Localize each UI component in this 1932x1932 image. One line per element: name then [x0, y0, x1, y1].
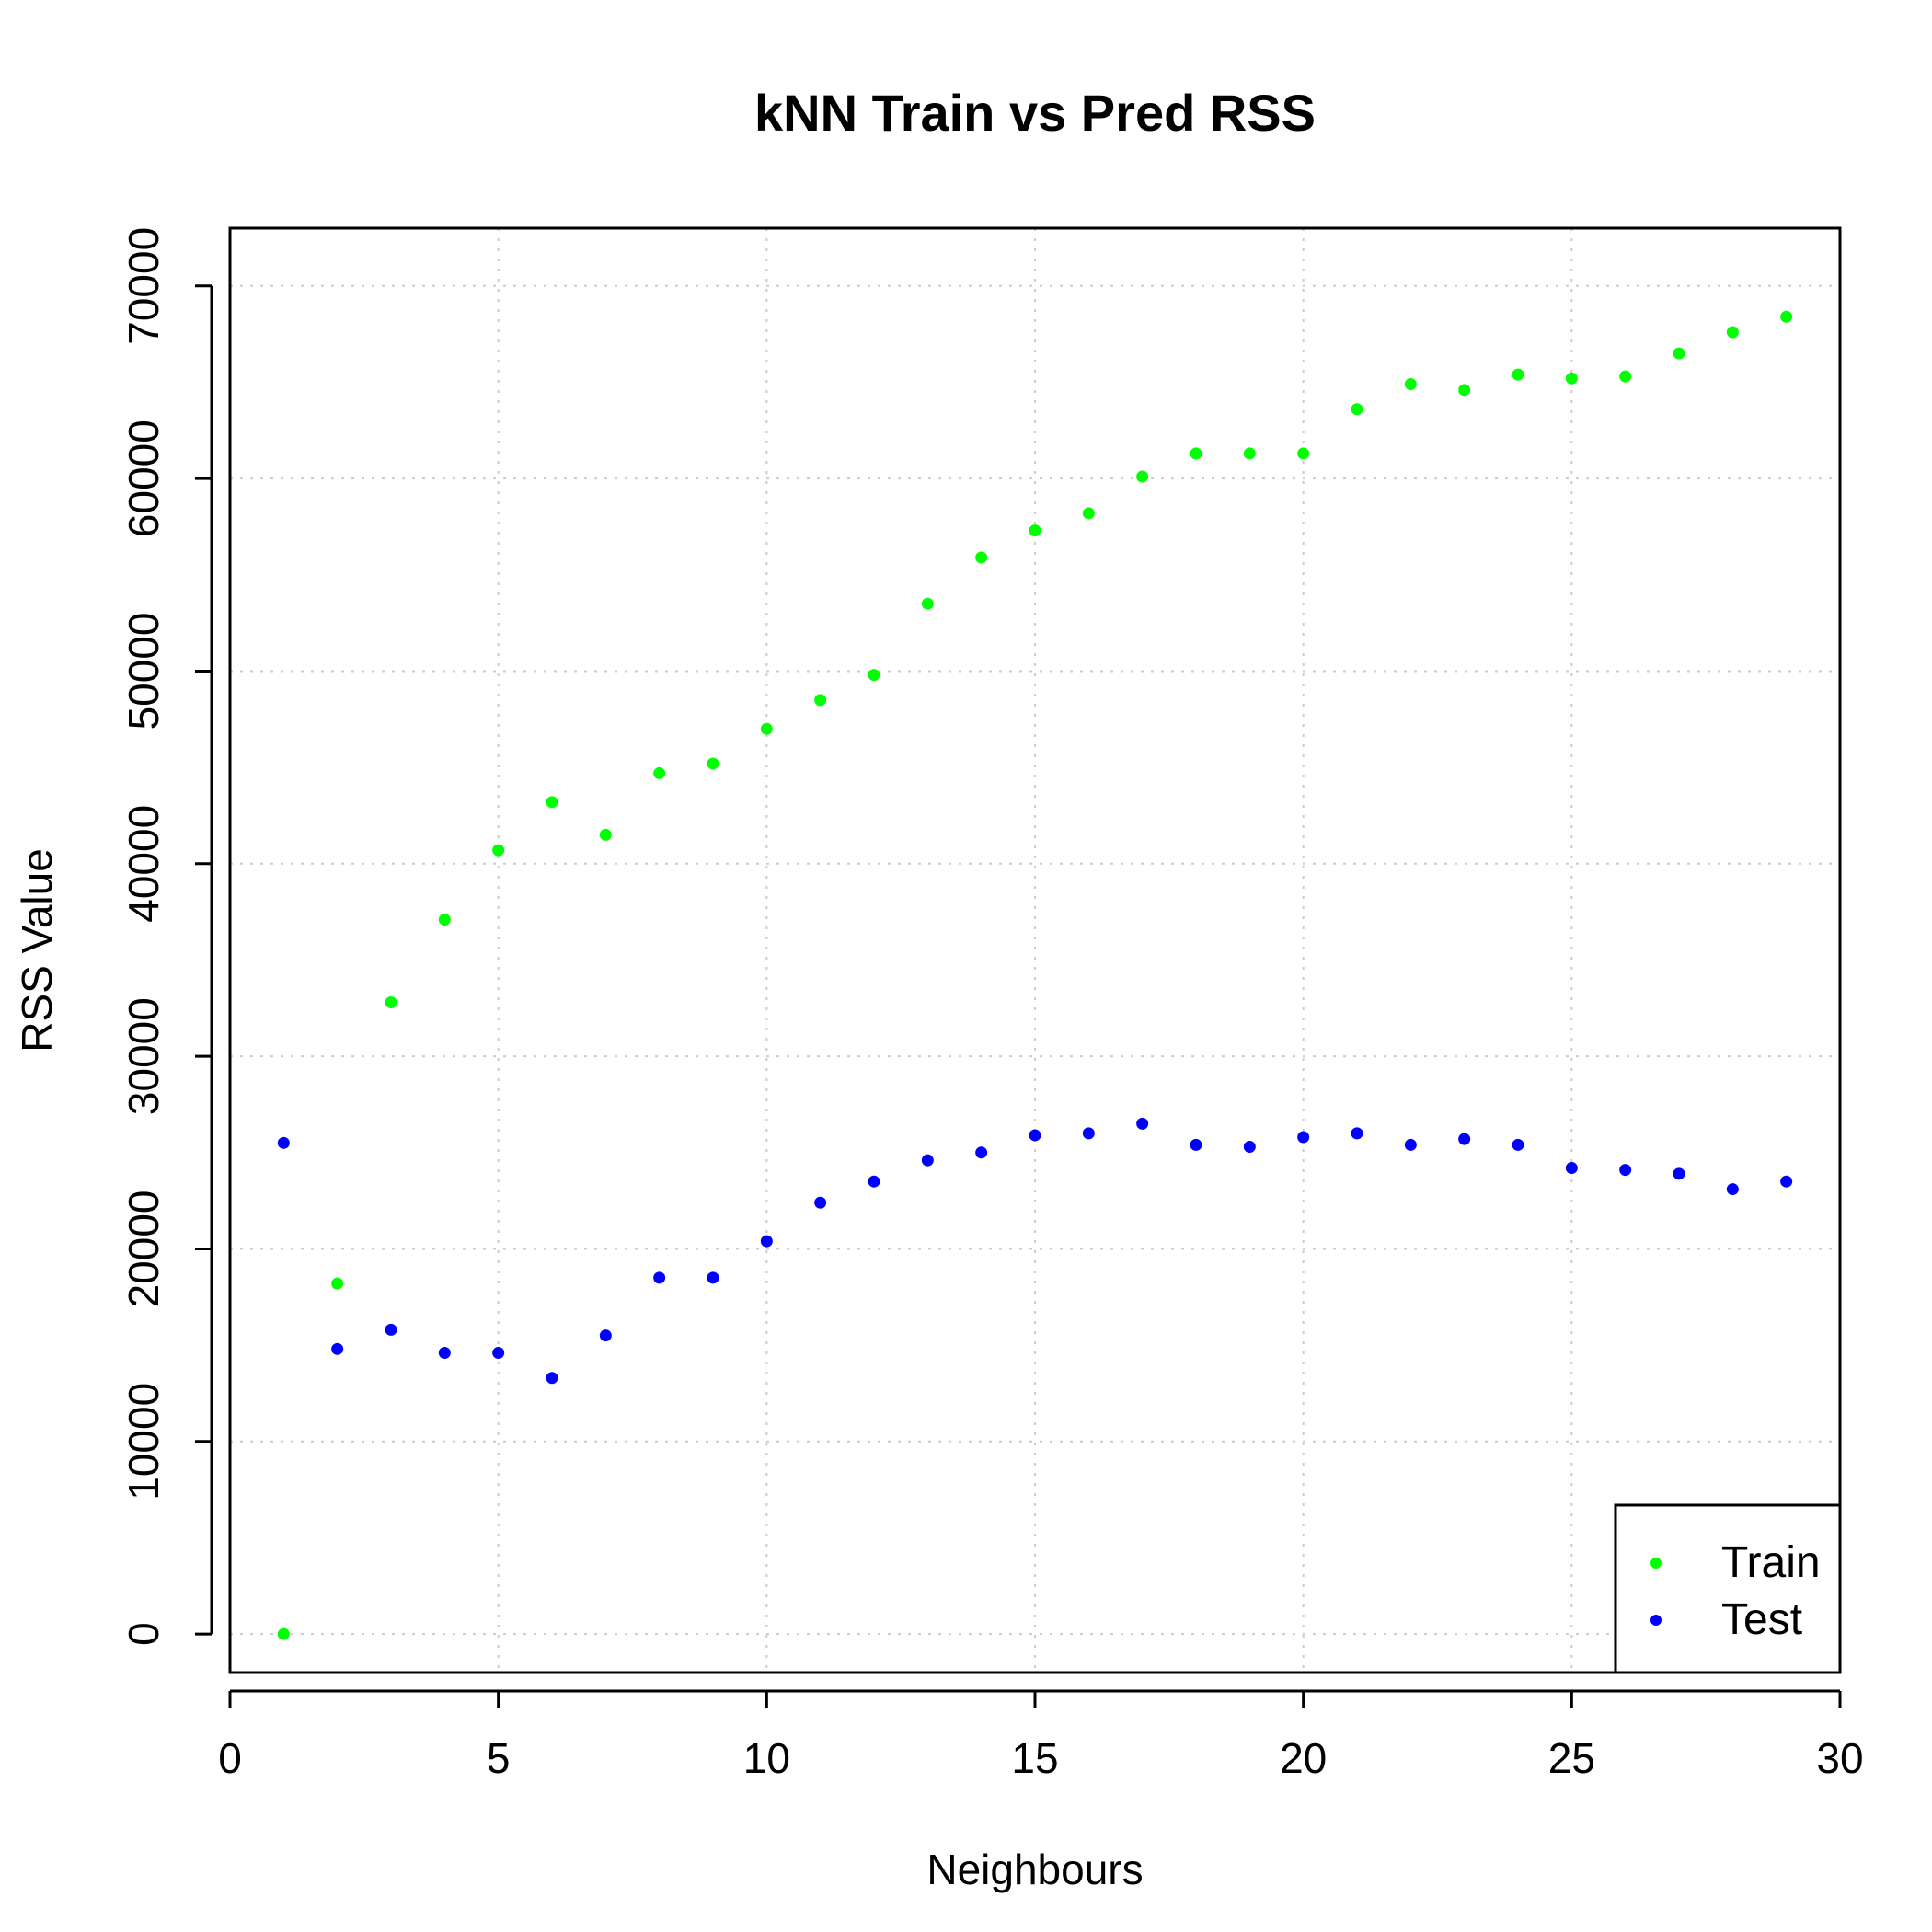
point-test-10: [760, 1235, 773, 1248]
point-train-13: [921, 597, 934, 610]
chart-title: kNN Train vs Pred RSS: [754, 84, 1316, 142]
point-train-16: [1082, 507, 1095, 520]
point-train-15: [1029, 524, 1041, 537]
legend-label-test: Test: [1721, 1595, 1802, 1644]
x-tick-label-4: 20: [1280, 1734, 1327, 1782]
plot-area-border: [228, 226, 1842, 1674]
point-test-11: [814, 1196, 827, 1209]
point-test-1: [277, 1136, 290, 1149]
point-test-16: [1082, 1127, 1095, 1140]
y-tick-label-7: 70000: [120, 227, 167, 345]
point-train-4: [438, 914, 451, 926]
point-test-6: [546, 1372, 558, 1385]
point-test-4: [438, 1347, 451, 1360]
point-test-20: [1297, 1131, 1310, 1144]
legend: Train Test: [1614, 1503, 1842, 1674]
y-tick-label-4: 40000: [120, 805, 167, 923]
x-tick-label-3: 15: [1011, 1734, 1058, 1782]
y-axis-label: RSS Value: [13, 848, 61, 1052]
point-test-18: [1190, 1138, 1202, 1151]
point-test-24: [1512, 1138, 1524, 1151]
point-train-26: [1619, 370, 1632, 383]
x-tick-label-2: 10: [743, 1734, 790, 1782]
y-tick-label-5: 50000: [120, 613, 167, 730]
point-train-22: [1404, 378, 1417, 391]
point-train-10: [760, 722, 773, 735]
point-train-18: [1190, 447, 1202, 460]
point-train-12: [868, 669, 880, 682]
data-points: [277, 310, 1793, 1640]
point-test-21: [1351, 1127, 1363, 1140]
point-train-24: [1512, 368, 1524, 381]
point-train-2: [331, 1277, 344, 1290]
x-axis-label: Neighbours: [926, 1846, 1143, 1893]
point-train-14: [975, 551, 988, 564]
point-test-27: [1673, 1167, 1685, 1180]
x-axis: 0 5 10 15 20 25 30: [218, 1689, 1864, 1782]
point-test-28: [1726, 1183, 1739, 1196]
series-train: [277, 310, 1793, 1640]
point-test-29: [1780, 1175, 1793, 1188]
point-train-9: [707, 757, 719, 770]
x-tick-label-1: 5: [487, 1734, 511, 1782]
y-tick-label-0: 0: [120, 1622, 167, 1646]
point-train-17: [1136, 470, 1149, 483]
point-train-6: [546, 796, 558, 809]
point-test-23: [1458, 1133, 1471, 1145]
x-tick-label-6: 30: [1816, 1734, 1863, 1782]
point-train-27: [1673, 347, 1685, 360]
point-train-1: [277, 1627, 290, 1640]
point-test-3: [385, 1323, 397, 1336]
point-test-8: [653, 1271, 666, 1284]
point-train-8: [653, 766, 666, 779]
point-test-25: [1565, 1162, 1578, 1175]
y-axis: 0 10000 20000 30000 40000 50000 60000 70000: [120, 227, 213, 1646]
legend-marker-test: [1650, 1615, 1662, 1626]
point-train-25: [1565, 372, 1578, 385]
point-test-26: [1619, 1164, 1632, 1177]
x-tick-label-0: 0: [218, 1734, 242, 1782]
legend-marker-train: [1650, 1558, 1662, 1569]
series-test: [277, 1117, 1793, 1385]
point-test-5: [492, 1347, 505, 1360]
point-train-21: [1351, 403, 1363, 416]
legend-label-train: Train: [1721, 1538, 1821, 1587]
point-test-12: [868, 1175, 880, 1188]
y-tick-label-2: 20000: [120, 1190, 167, 1308]
point-test-9: [707, 1271, 719, 1284]
point-test-19: [1243, 1141, 1256, 1154]
y-tick-label-6: 60000: [120, 420, 167, 537]
point-test-14: [975, 1146, 988, 1159]
x-tick-label-5: 25: [1548, 1734, 1595, 1782]
legend-box: [1614, 1503, 1842, 1674]
point-train-28: [1726, 326, 1739, 339]
point-train-19: [1243, 447, 1256, 460]
grid-lines: [229, 228, 1841, 1673]
point-train-7: [599, 828, 612, 841]
point-train-20: [1297, 447, 1310, 460]
point-train-5: [492, 844, 505, 857]
point-test-13: [921, 1154, 934, 1167]
point-test-15: [1029, 1129, 1041, 1142]
point-train-3: [385, 996, 397, 1009]
point-train-29: [1780, 310, 1793, 323]
y-tick-label-3: 30000: [120, 997, 167, 1115]
point-train-11: [814, 694, 827, 707]
y-tick-label-1: 10000: [120, 1383, 167, 1501]
point-test-22: [1404, 1138, 1417, 1151]
point-train-23: [1458, 384, 1471, 397]
point-test-2: [331, 1342, 344, 1355]
point-test-7: [599, 1329, 612, 1342]
point-test-17: [1136, 1117, 1149, 1130]
